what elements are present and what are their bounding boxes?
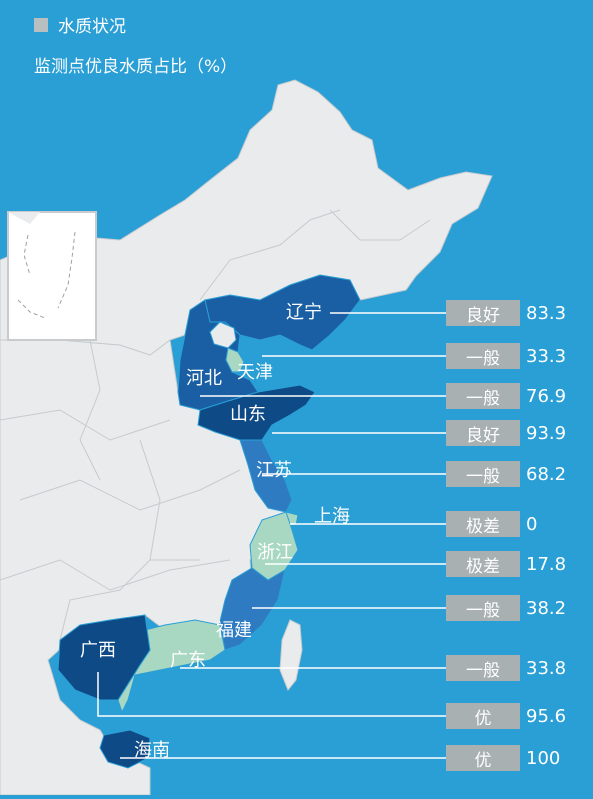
label-zhejiang: 浙江 bbox=[257, 542, 293, 563]
province-jiangsu bbox=[239, 439, 293, 513]
label-liaoning: 辽宁 bbox=[286, 302, 322, 323]
label-guangdong: 广东 bbox=[170, 650, 206, 671]
value-guangdong: 33.8 bbox=[526, 657, 567, 679]
inset-islands bbox=[17, 231, 76, 319]
legend-swatch bbox=[34, 17, 48, 32]
status-liaoning: 良好 bbox=[446, 300, 520, 326]
province-borders bbox=[0, 209, 431, 641]
province-shandong bbox=[197, 384, 316, 441]
status-guangdong: 一般 bbox=[446, 655, 520, 681]
label-shandong: 山东 bbox=[230, 404, 266, 425]
label-shanghai: 上海 bbox=[314, 506, 350, 527]
status-guangxi: 优 bbox=[446, 703, 520, 729]
value-zhejiang: 17.8 bbox=[526, 553, 567, 575]
value-fujian: 38.2 bbox=[526, 597, 567, 619]
label-fujian: 福建 bbox=[216, 620, 252, 641]
inset-land bbox=[8, 212, 40, 224]
label-tianjin: 天津 bbox=[237, 362, 273, 383]
status-zhejiang: 极差 bbox=[446, 551, 520, 577]
status-jiangsu: 一般 bbox=[446, 461, 520, 487]
status-hebei: 一般 bbox=[446, 383, 520, 409]
leader-lines bbox=[97, 312, 446, 759]
value-hebei: 76.9 bbox=[526, 385, 567, 407]
value-shanghai: 0 bbox=[526, 513, 538, 535]
province-fujian bbox=[217, 567, 286, 651]
province-guangxi bbox=[57, 614, 151, 701]
status-fujian: 一般 bbox=[446, 595, 520, 621]
province-beijing bbox=[209, 321, 237, 349]
label-guangxi: 广西 bbox=[80, 640, 116, 661]
value-jiangsu: 68.2 bbox=[526, 463, 567, 485]
label-hainan: 海南 bbox=[134, 740, 170, 761]
legend: 水质状况 bbox=[34, 12, 126, 37]
value-tianjin: 33.3 bbox=[526, 345, 567, 367]
province-tianjin bbox=[225, 347, 245, 373]
value-hainan: 100 bbox=[526, 747, 561, 769]
south-sea-inset bbox=[7, 211, 97, 341]
status-tianjin: 一般 bbox=[446, 343, 520, 369]
value-guangxi: 95.6 bbox=[526, 705, 567, 727]
status-hainan: 优 bbox=[446, 745, 520, 771]
value-shandong: 93.9 bbox=[526, 422, 567, 444]
province-hebei bbox=[177, 299, 259, 411]
status-shanghai: 极差 bbox=[446, 511, 520, 537]
status-shandong: 良好 bbox=[446, 420, 520, 446]
island-taiwan bbox=[279, 619, 303, 691]
legend-label: 水质状况 bbox=[58, 17, 126, 37]
subtitle: 监测点优良水质占比（%） bbox=[34, 57, 238, 77]
value-liaoning: 83.3 bbox=[526, 302, 567, 324]
label-jiangsu: 江苏 bbox=[256, 460, 292, 481]
label-hebei: 河北 bbox=[186, 368, 222, 389]
